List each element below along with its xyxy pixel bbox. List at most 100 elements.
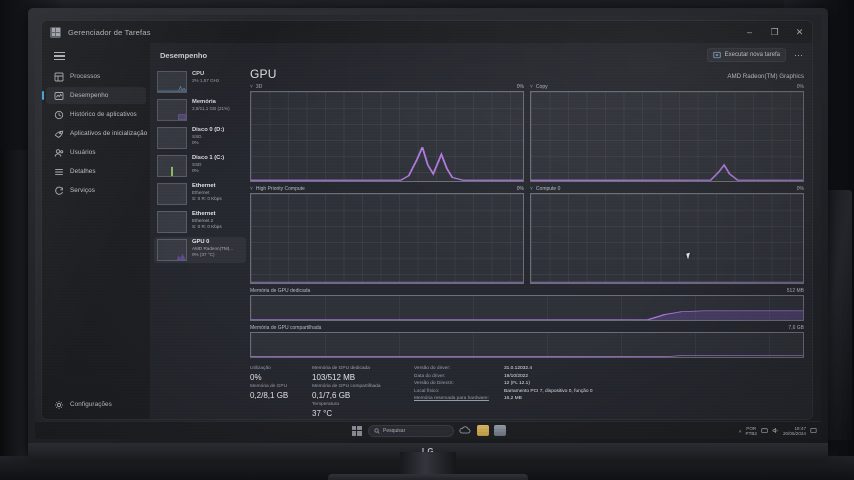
graph-cell-compute-0[interactable]: ˅ Compute 0 0% bbox=[530, 186, 804, 284]
stat-col-detail-keys: Versão do driver: Data do driver: Versão… bbox=[414, 365, 504, 419]
detail-row: Versão do driver: bbox=[414, 365, 504, 373]
content-area: Desempenho Executar nova tarefa bbox=[150, 43, 812, 419]
task-manager-window[interactable]: Gerenciador de Tarefas – ❐ ✕ bbox=[41, 20, 813, 420]
graph-title: Copy bbox=[535, 84, 548, 90]
resource-item-ethernet-1[interactable]: Ethernet Ethernet S: 0 R: 0 Kbps bbox=[154, 181, 246, 207]
history-icon bbox=[54, 110, 64, 120]
sidebar-item-desempenho[interactable]: Desempenho bbox=[42, 87, 146, 104]
resource-line1: Ethernet bbox=[192, 190, 210, 195]
temperature-value: 37 °C bbox=[312, 409, 333, 418]
detail-row: Local físico: bbox=[414, 388, 504, 396]
dedicated-memory-block: Memória de GPU dedicada 512 MB bbox=[250, 288, 804, 321]
resource-meta: Ethernet Ethernet 2 S: 0 R: 0 Kbps bbox=[192, 211, 222, 230]
resource-item-disco-1[interactable]: Disco 1 (C:) SSD 0% bbox=[154, 153, 246, 179]
taskbar[interactable]: Pesquisar ˄ POR PTB2 bbox=[35, 421, 821, 439]
sidebar-item-historico-de-aplicativos[interactable]: Histórico de aplicativos bbox=[46, 106, 146, 123]
graph-cell-3d[interactable]: ˅ 3D 0% bbox=[250, 84, 524, 182]
graph-cell-high-priority-compute[interactable]: ˅ High Priority Compute 0% bbox=[250, 186, 524, 284]
notification-icon[interactable] bbox=[810, 427, 817, 435]
start-button[interactable] bbox=[350, 424, 363, 437]
widgets-button[interactable] bbox=[459, 424, 472, 437]
sidebar-item-servicos[interactable]: Serviços bbox=[46, 182, 146, 199]
content-header: Desempenho Executar nova tarefa bbox=[150, 43, 812, 67]
hamburger-icon bbox=[54, 50, 65, 62]
tray-chevron-up-icon[interactable]: ˄ bbox=[738, 428, 742, 434]
detail-row: 12 (FL 12.1) bbox=[504, 380, 624, 388]
resource-item-cpu[interactable]: CPU 2% 1,57 GHz bbox=[154, 69, 246, 95]
resource-line2: 0% (37 °C) bbox=[192, 252, 215, 257]
plot-high-priority-compute bbox=[250, 193, 524, 284]
network-icon[interactable] bbox=[761, 427, 768, 435]
graph-max: 0% bbox=[516, 84, 524, 90]
memory-title: Memória de GPU dedicada bbox=[250, 288, 311, 294]
task-manager-taskbar-button[interactable] bbox=[494, 425, 506, 436]
monitor-stand-neck bbox=[400, 452, 456, 476]
page-title: Desempenho bbox=[160, 50, 208, 60]
sidebar-item-configuracoes[interactable]: Configurações bbox=[46, 396, 146, 413]
resource-name: GPU 0 bbox=[192, 239, 210, 245]
resource-item-gpu-0[interactable]: GPU 0 AMD Radeon(TM)... 0% (37 °C) bbox=[154, 237, 246, 263]
stat-col-memory: Memória de GPU dedicada 103/512 MB Memór… bbox=[312, 365, 414, 419]
maximize-button[interactable]: ❐ bbox=[770, 26, 779, 37]
cpu-mini-graph bbox=[157, 71, 187, 93]
resource-line2: S: 0 R: 0 Kbps bbox=[192, 196, 222, 201]
resource-list[interactable]: CPU 2% 1,57 GHz bbox=[154, 67, 246, 419]
sidebar-item-usuarios[interactable]: Usuários bbox=[46, 144, 146, 161]
tray-language-indicator[interactable]: POR PTB2 bbox=[745, 426, 758, 436]
resource-item-ethernet-2[interactable]: Ethernet Ethernet 2 S: 0 R: 0 Kbps bbox=[154, 209, 246, 235]
resource-line1: SSD bbox=[192, 162, 202, 167]
resource-name: Disco 0 (D:) bbox=[192, 127, 225, 133]
startup-icon bbox=[54, 129, 64, 139]
resource-line2: S: 0 R: 0 Kbps bbox=[192, 224, 222, 229]
window-controls[interactable]: – ❐ ✕ bbox=[737, 21, 812, 43]
utilization-label: Utilização bbox=[250, 366, 271, 371]
detail-row: Versão do DirectX: bbox=[414, 380, 504, 388]
windows-desktop[interactable]: Gerenciador de Tarefas – ❐ ✕ bbox=[35, 15, 821, 439]
gear-icon bbox=[54, 400, 64, 410]
sidebar-item-aplicativos-de-inicializacao[interactable]: Aplicativos de inicialização bbox=[46, 125, 147, 142]
gpu-memory-label: Memória de GPU bbox=[250, 384, 288, 389]
task-manager-icon bbox=[50, 26, 61, 38]
graph-cell-copy[interactable]: ˅ Copy 0% bbox=[530, 84, 804, 182]
more-options-button[interactable]: ⋯ bbox=[794, 49, 804, 60]
sidebar-label: Configurações bbox=[70, 401, 112, 408]
system-tray[interactable]: ˄ POR PTB2 18:47 20/05/2024 bbox=[739, 422, 817, 439]
memory-mini-graph bbox=[157, 99, 187, 121]
chevron-down-icon[interactable]: ˅ bbox=[250, 186, 253, 192]
monitor-brand-logo: LG bbox=[422, 447, 434, 456]
title-bar[interactable]: Gerenciador de Tarefas – ❐ ✕ bbox=[42, 21, 812, 43]
resource-line2: 0% bbox=[192, 140, 199, 145]
resource-item-disco-0[interactable]: Disco 0 (D:) SSD 0% bbox=[154, 125, 246, 151]
resource-item-memoria[interactable]: Memória 3,9/11,1 GB (21%) bbox=[154, 97, 246, 123]
gpu-engine-graphs: ˅ 3D 0% bbox=[250, 84, 804, 284]
plot-copy bbox=[530, 91, 804, 182]
minimize-button[interactable]: – bbox=[746, 27, 752, 37]
volume-icon[interactable] bbox=[772, 427, 779, 435]
taskbar-search-box[interactable]: Pesquisar bbox=[368, 424, 454, 437]
chevron-down-icon[interactable]: ˅ bbox=[530, 186, 533, 192]
dedicated-memory-label: Memória de GPU dedicada bbox=[312, 366, 370, 371]
sidebar-item-detalhes[interactable]: Detalhes bbox=[46, 163, 146, 180]
detail-row: Memória reservada para hardware: bbox=[414, 395, 504, 403]
tray-clock[interactable]: 18:47 20/05/2024 bbox=[783, 426, 806, 436]
detail-key: Versão do DirectX: bbox=[414, 381, 454, 386]
sidebar-label: Histórico de aplicativos bbox=[70, 111, 137, 118]
chevron-down-icon[interactable]: ˅ bbox=[530, 84, 533, 90]
run-new-task-button[interactable]: Executar nova tarefa bbox=[706, 48, 786, 62]
gpu-stats: Utilização 0% Memória de GPU 0,2/8,1 GB … bbox=[250, 365, 804, 419]
ethernet1-mini-graph bbox=[157, 183, 187, 205]
ethernet2-mini-graph bbox=[157, 211, 187, 233]
processes-icon bbox=[54, 72, 64, 82]
sidebar-label: Detalhes bbox=[70, 168, 96, 175]
detail-row: Barramento PCI 7, dispositivo 0, função … bbox=[504, 388, 624, 396]
close-button[interactable]: ✕ bbox=[795, 26, 804, 37]
disk0-mini-graph bbox=[157, 127, 187, 149]
memory-title: Memória de GPU compartilhada bbox=[250, 325, 322, 331]
hamburger-menu-button[interactable] bbox=[42, 45, 150, 67]
detail-value: 19/10/2022 bbox=[504, 373, 529, 379]
sidebar-item-processos[interactable]: Processos bbox=[46, 68, 146, 85]
file-explorer-button[interactable] bbox=[477, 425, 489, 436]
shared-memory-block: Memória de GPU compartilhada 7,6 GB bbox=[250, 325, 804, 358]
gpu-memory-value: 0,2/8,1 GB bbox=[250, 391, 289, 400]
chevron-down-icon[interactable]: ˅ bbox=[250, 84, 253, 90]
